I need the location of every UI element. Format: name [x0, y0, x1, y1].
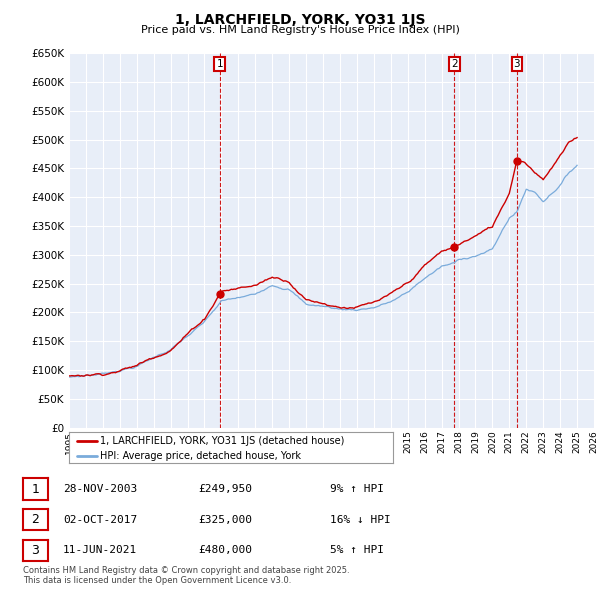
Text: £325,000: £325,000: [198, 515, 252, 525]
Text: 1, LARCHFIELD, YORK, YO31 1JS (detached house): 1, LARCHFIELD, YORK, YO31 1JS (detached …: [100, 436, 344, 446]
Text: 3: 3: [31, 544, 40, 557]
Text: 3: 3: [514, 59, 520, 68]
Text: 16% ↓ HPI: 16% ↓ HPI: [330, 515, 391, 525]
Text: 1: 1: [31, 483, 40, 496]
Text: HPI: Average price, detached house, York: HPI: Average price, detached house, York: [100, 451, 301, 461]
Text: Contains HM Land Registry data © Crown copyright and database right 2025.
This d: Contains HM Land Registry data © Crown c…: [23, 566, 349, 585]
Text: £480,000: £480,000: [198, 546, 252, 555]
Text: 02-OCT-2017: 02-OCT-2017: [63, 515, 137, 525]
Text: 9% ↑ HPI: 9% ↑ HPI: [330, 484, 384, 494]
Text: Price paid vs. HM Land Registry's House Price Index (HPI): Price paid vs. HM Land Registry's House …: [140, 25, 460, 35]
Text: 11-JUN-2021: 11-JUN-2021: [63, 546, 137, 555]
Text: 2: 2: [451, 59, 458, 68]
Text: 2: 2: [31, 513, 40, 526]
Text: 5% ↑ HPI: 5% ↑ HPI: [330, 546, 384, 555]
Text: 1, LARCHFIELD, YORK, YO31 1JS: 1, LARCHFIELD, YORK, YO31 1JS: [175, 13, 425, 27]
Text: £249,950: £249,950: [198, 484, 252, 494]
Text: 28-NOV-2003: 28-NOV-2003: [63, 484, 137, 494]
Text: 1: 1: [217, 59, 223, 68]
